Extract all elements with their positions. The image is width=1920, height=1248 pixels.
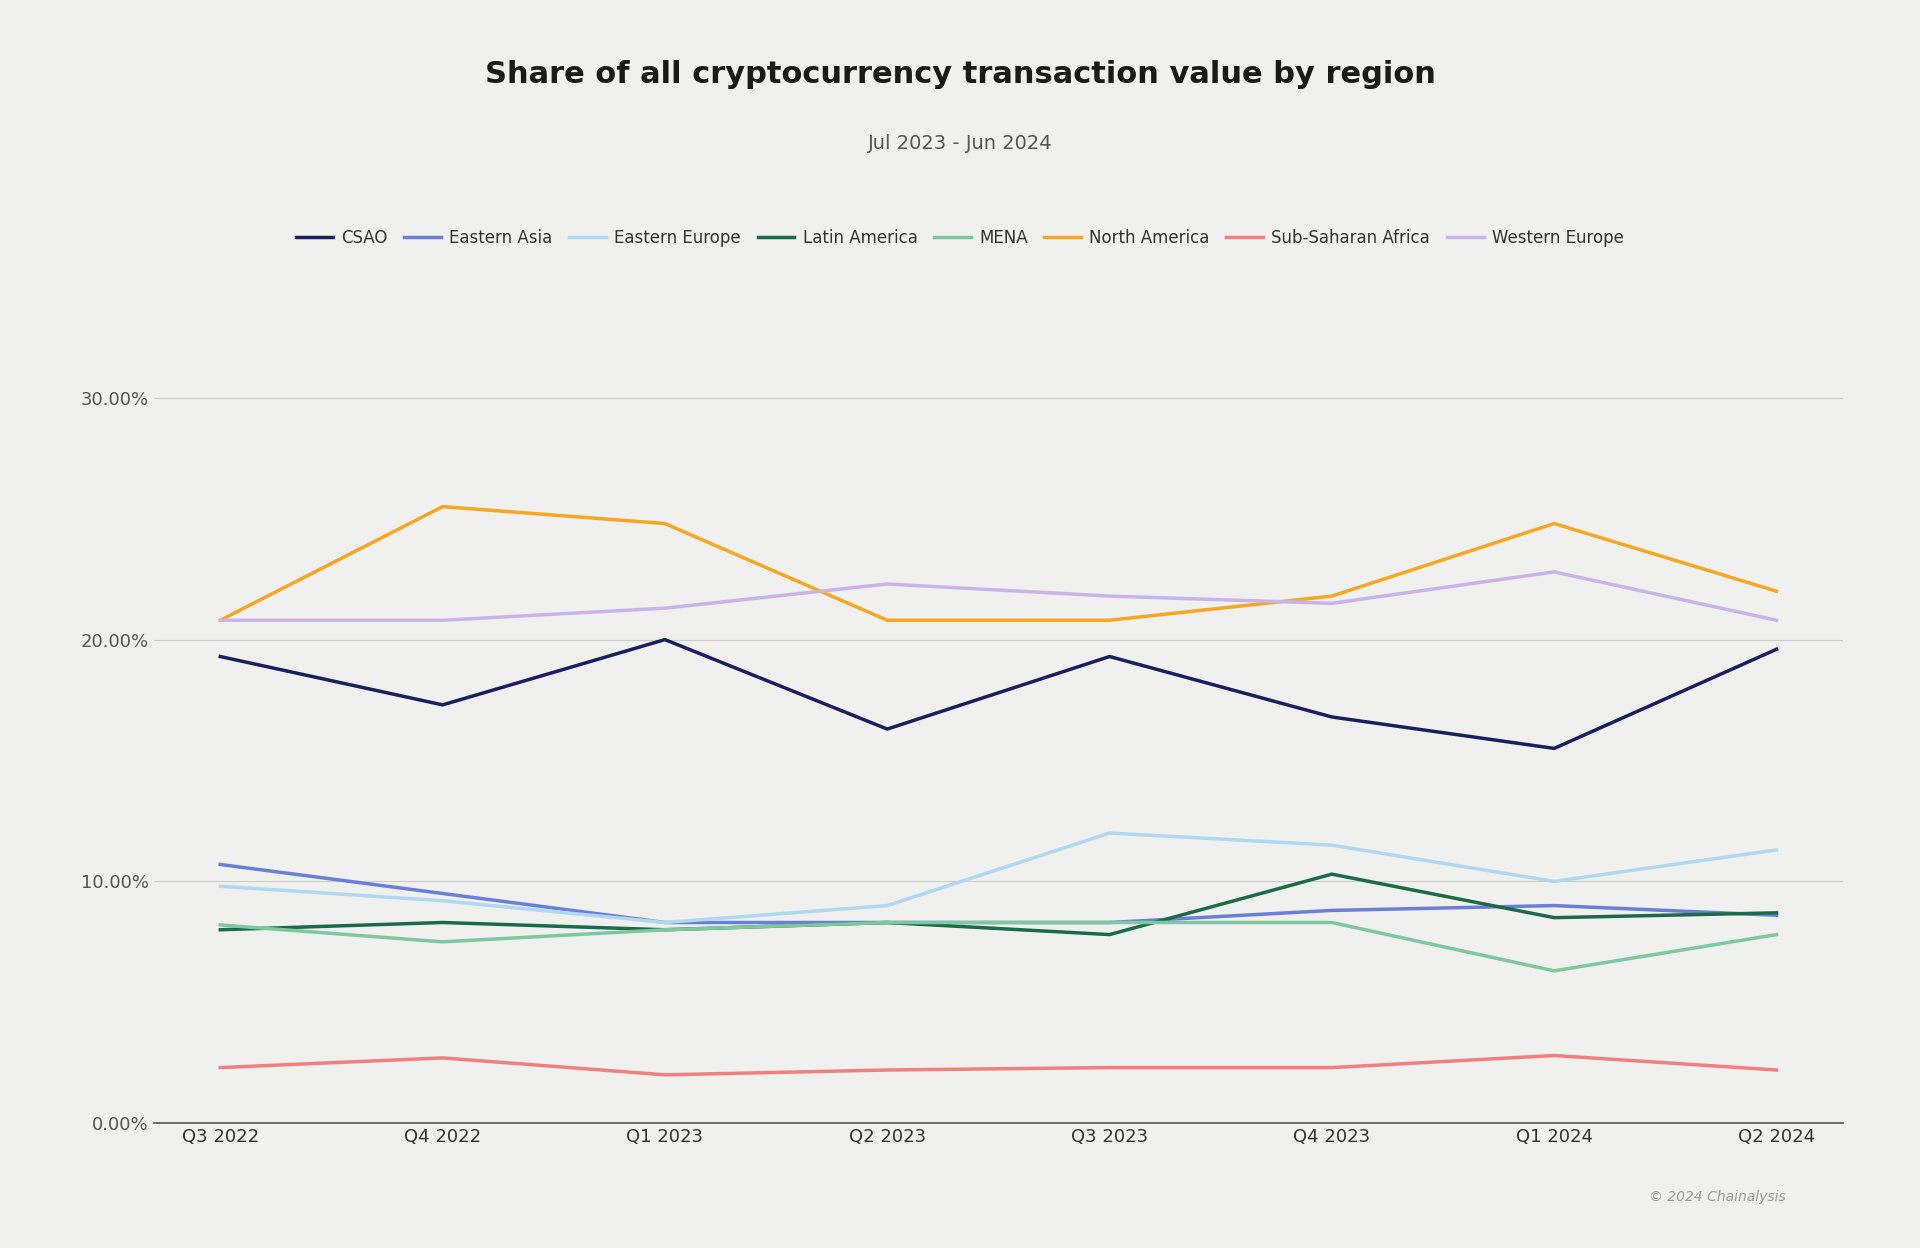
Eastern Europe	[432, 894, 455, 909]
Sub-Saharan Africa	[209, 1060, 232, 1075]
Sub-Saharan Africa	[1764, 1062, 1788, 1077]
MENA	[432, 935, 455, 950]
Western Europe	[432, 613, 455, 628]
CSAO	[1098, 649, 1121, 664]
Line: CSAO: CSAO	[221, 639, 1776, 749]
Eastern Europe	[876, 899, 899, 914]
Eastern Asia	[209, 857, 232, 872]
CSAO	[1321, 709, 1344, 724]
North America	[432, 499, 455, 514]
MENA	[1321, 915, 1344, 930]
CSAO	[876, 721, 899, 736]
MENA	[1542, 963, 1565, 978]
Latin America	[1321, 866, 1344, 881]
Eastern Asia	[1764, 907, 1788, 922]
CSAO	[1542, 741, 1565, 756]
North America	[1098, 613, 1121, 628]
Eastern Asia	[1542, 899, 1565, 914]
Western Europe	[1542, 564, 1565, 579]
Western Europe	[876, 577, 899, 592]
Sub-Saharan Africa	[876, 1062, 899, 1077]
North America	[876, 613, 899, 628]
Eastern Asia	[1321, 904, 1344, 919]
Latin America	[653, 922, 676, 937]
CSAO	[432, 698, 455, 713]
Eastern Europe	[1098, 826, 1121, 841]
Eastern Europe	[1764, 842, 1788, 857]
Latin America	[876, 915, 899, 930]
Eastern Asia	[876, 915, 899, 930]
CSAO	[1764, 641, 1788, 656]
Sub-Saharan Africa	[1321, 1060, 1344, 1075]
MENA	[653, 922, 676, 937]
North America	[209, 613, 232, 628]
Western Europe	[209, 613, 232, 628]
Eastern Asia	[432, 886, 455, 901]
Eastern Europe	[1321, 837, 1344, 852]
North America	[1764, 584, 1788, 599]
Sub-Saharan Africa	[432, 1051, 455, 1066]
MENA	[1098, 915, 1121, 930]
Line: Eastern Asia: Eastern Asia	[221, 865, 1776, 922]
Western Europe	[1098, 589, 1121, 604]
Text: Share of all cryptocurrency transaction value by region: Share of all cryptocurrency transaction …	[484, 60, 1436, 90]
North America	[1321, 589, 1344, 604]
Latin America	[209, 922, 232, 937]
Latin America	[432, 915, 455, 930]
Eastern Europe	[1542, 874, 1565, 889]
Legend: CSAO, Eastern Asia, Eastern Europe, Latin America, MENA, North America, Sub-Saha: CSAO, Eastern Asia, Eastern Europe, Lati…	[288, 221, 1632, 255]
Sub-Saharan Africa	[653, 1067, 676, 1082]
Latin America	[1542, 910, 1565, 925]
Text: Jul 2023 - Jun 2024: Jul 2023 - Jun 2024	[868, 134, 1052, 154]
MENA	[209, 917, 232, 932]
Line: Sub-Saharan Africa: Sub-Saharan Africa	[221, 1056, 1776, 1075]
Eastern Asia	[1098, 915, 1121, 930]
Latin America	[1098, 927, 1121, 942]
Latin America	[1764, 905, 1788, 920]
Sub-Saharan Africa	[1542, 1048, 1565, 1063]
Line: Western Europe: Western Europe	[221, 572, 1776, 620]
Line: North America: North America	[221, 507, 1776, 620]
MENA	[876, 915, 899, 930]
MENA	[1764, 927, 1788, 942]
CSAO	[209, 649, 232, 664]
Line: MENA: MENA	[221, 922, 1776, 971]
Eastern Europe	[209, 879, 232, 894]
North America	[653, 517, 676, 532]
Sub-Saharan Africa	[1098, 1060, 1121, 1075]
Eastern Asia	[653, 915, 676, 930]
Line: Eastern Europe: Eastern Europe	[221, 834, 1776, 922]
Eastern Europe	[653, 915, 676, 930]
Western Europe	[1764, 613, 1788, 628]
Line: Latin America: Latin America	[221, 874, 1776, 935]
North America	[1542, 517, 1565, 532]
Western Europe	[1321, 595, 1344, 610]
Western Europe	[653, 600, 676, 615]
CSAO	[653, 631, 676, 646]
Text: © 2024 Chainalysis: © 2024 Chainalysis	[1649, 1191, 1786, 1204]
